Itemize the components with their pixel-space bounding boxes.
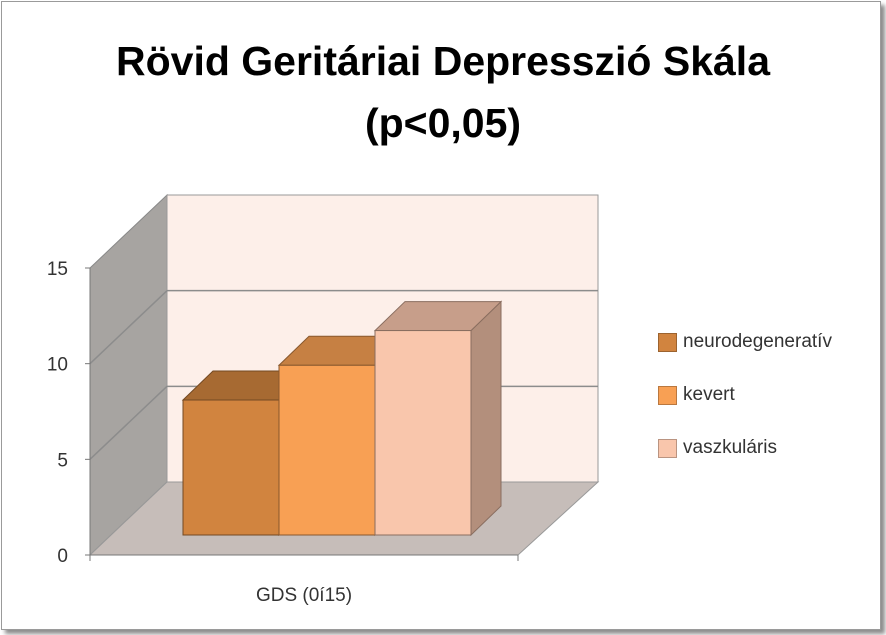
y-tick-label: 0 (57, 546, 68, 567)
legend-label: vaszkuláris (683, 437, 777, 458)
bar-side (470, 300, 502, 537)
y-tick-label: 15 (47, 259, 68, 280)
bar-front (182, 399, 280, 536)
legend-label: kevert (683, 384, 735, 405)
legend-swatch (658, 438, 677, 458)
bar (373, 300, 503, 537)
legend-item: kevert (658, 383, 735, 407)
y-tick-label: 5 (57, 450, 68, 471)
side-gridline (89, 290, 168, 365)
bar-front (374, 330, 472, 536)
legend-swatch (658, 385, 677, 405)
chart-title: Rövid Geritáriai Depresszió Skála (116, 38, 770, 84)
x-category-label: GDS (0í15) (256, 585, 352, 606)
y-tick-label: 10 (47, 355, 68, 376)
side-gridline (89, 385, 168, 460)
legend-item: neurodegeneratív (658, 330, 832, 354)
legend-item: vaszkuláris (658, 436, 777, 460)
bar-front (278, 364, 376, 536)
chart-subtitle: (p<0,05) (364, 100, 522, 146)
legend-label: neurodegeneratív (683, 331, 832, 352)
legend-swatch (658, 332, 677, 352)
